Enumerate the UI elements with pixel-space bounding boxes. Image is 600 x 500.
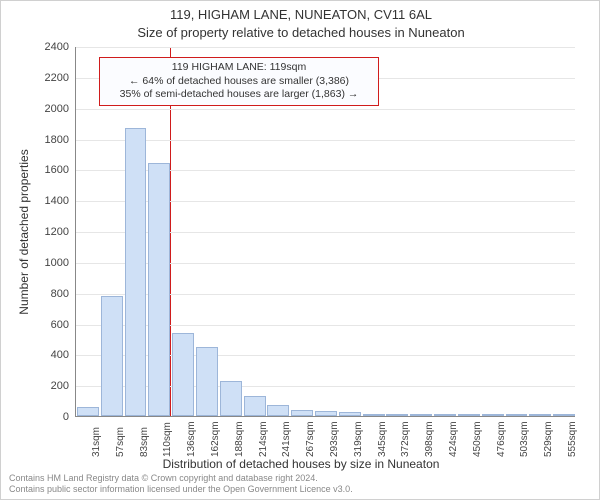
histogram-bar bbox=[125, 128, 147, 416]
histogram-bar bbox=[220, 381, 242, 416]
x-tick-label: 319sqm bbox=[353, 421, 364, 457]
callout-box: 119 HIGHAM LANE: 119sqm ← 64% of detache… bbox=[99, 57, 379, 106]
gridline bbox=[76, 47, 575, 48]
title-subtitle: Size of property relative to detached ho… bbox=[1, 25, 600, 40]
x-tick-label: 83sqm bbox=[139, 427, 150, 457]
x-tick-label: 529sqm bbox=[543, 421, 554, 457]
x-tick-label: 31sqm bbox=[91, 427, 102, 457]
histogram-bar bbox=[506, 414, 528, 416]
x-tick-label: 162sqm bbox=[210, 421, 221, 457]
x-tick-label: 372sqm bbox=[400, 421, 411, 457]
title-address: 119, HIGHAM LANE, NUNEATON, CV11 6AL bbox=[1, 7, 600, 22]
footer-line2: Contains public sector information licen… bbox=[9, 484, 353, 494]
y-tick-label: 1800 bbox=[29, 134, 69, 146]
y-tick-label: 2200 bbox=[29, 72, 69, 84]
y-tick-label: 2400 bbox=[29, 41, 69, 53]
y-tick-label: 1200 bbox=[29, 226, 69, 238]
callout-line1: 119 HIGHAM LANE: 119sqm bbox=[106, 61, 372, 75]
histogram-bar bbox=[529, 414, 551, 416]
histogram-bar bbox=[410, 414, 432, 416]
x-tick-label: 555sqm bbox=[567, 421, 578, 457]
histogram-bar bbox=[148, 163, 170, 416]
histogram-bar bbox=[101, 296, 123, 416]
histogram-bar bbox=[315, 411, 337, 416]
x-tick-label: 476sqm bbox=[496, 421, 507, 457]
histogram-bar bbox=[363, 414, 385, 416]
chart-container: 119, HIGHAM LANE, NUNEATON, CV11 6AL Siz… bbox=[0, 0, 600, 500]
x-tick-label: 398sqm bbox=[424, 421, 435, 457]
y-tick-label: 400 bbox=[29, 349, 69, 361]
footer-line1: Contains HM Land Registry data © Crown c… bbox=[9, 473, 318, 483]
histogram-bar bbox=[196, 347, 218, 416]
y-tick-label: 1600 bbox=[29, 164, 69, 176]
x-tick-label: 293sqm bbox=[329, 421, 340, 457]
callout-line3: 35% of semi-detached houses are larger (… bbox=[106, 88, 372, 102]
y-tick-label: 2000 bbox=[29, 103, 69, 115]
x-tick-label: 57sqm bbox=[115, 427, 126, 457]
x-tick-label: 136sqm bbox=[186, 421, 197, 457]
callout-line2: ← 64% of detached houses are smaller (3,… bbox=[106, 75, 372, 89]
x-tick-label: 503sqm bbox=[519, 421, 530, 457]
x-axis-label: Distribution of detached houses by size … bbox=[1, 457, 600, 471]
x-tick-label: 424sqm bbox=[448, 421, 459, 457]
histogram-bar bbox=[339, 412, 361, 416]
histogram-bar bbox=[291, 410, 313, 416]
histogram-bar bbox=[267, 405, 289, 416]
histogram-bar bbox=[244, 396, 266, 416]
y-tick-label: 0 bbox=[29, 411, 69, 423]
y-tick-label: 800 bbox=[29, 288, 69, 300]
x-tick-label: 267sqm bbox=[305, 421, 316, 457]
x-tick-label: 188sqm bbox=[234, 421, 245, 457]
x-tick-label: 241sqm bbox=[281, 421, 292, 457]
y-tick-label: 600 bbox=[29, 319, 69, 331]
histogram-bar bbox=[77, 407, 99, 416]
gridline bbox=[76, 140, 575, 141]
histogram-bar bbox=[434, 414, 456, 416]
histogram-bar bbox=[386, 414, 408, 416]
histogram-bar bbox=[458, 414, 480, 416]
x-tick-label: 345sqm bbox=[377, 421, 388, 457]
footer-attribution: Contains HM Land Registry data © Crown c… bbox=[9, 473, 353, 496]
x-tick-label: 450sqm bbox=[472, 421, 483, 457]
histogram-bar bbox=[482, 414, 504, 416]
y-tick-label: 1400 bbox=[29, 195, 69, 207]
histogram-bar bbox=[553, 414, 575, 416]
y-tick-label: 200 bbox=[29, 380, 69, 392]
histogram-bar bbox=[172, 333, 194, 416]
gridline bbox=[76, 109, 575, 110]
x-tick-label: 110sqm bbox=[162, 422, 173, 457]
y-tick-label: 1000 bbox=[29, 257, 69, 269]
x-tick-label: 214sqm bbox=[258, 421, 269, 457]
